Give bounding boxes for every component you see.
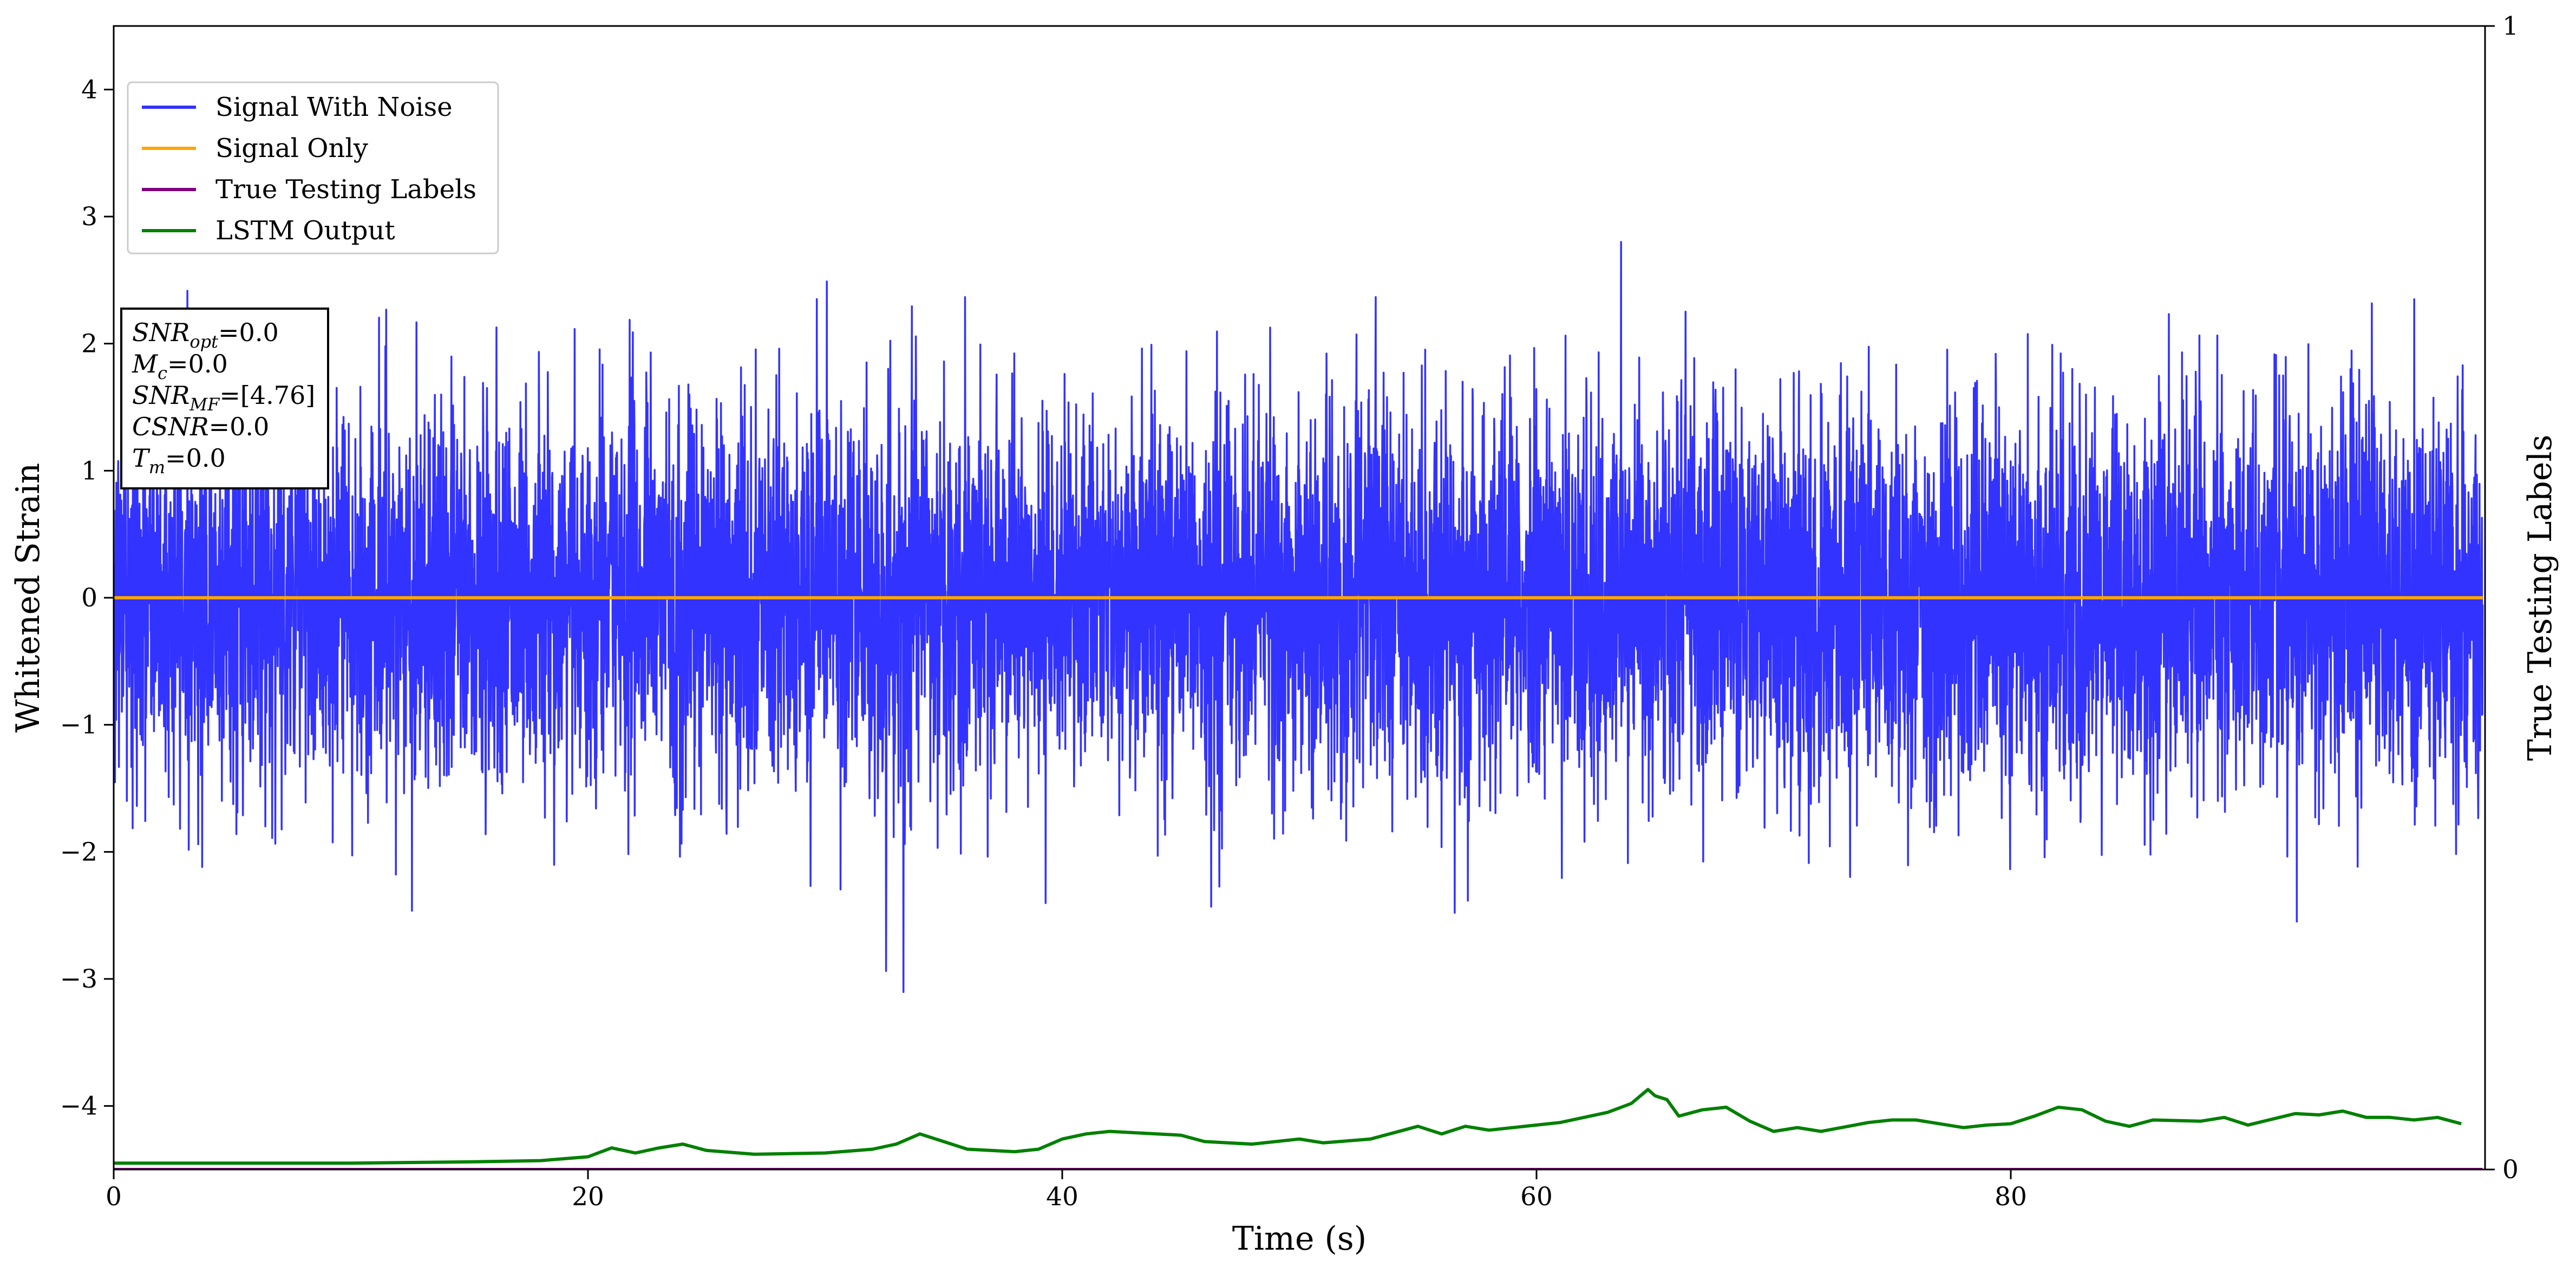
y-tick-label: 0	[81, 583, 97, 613]
right-y-tick-label: 1	[2502, 11, 2519, 41]
legend-box	[127, 81, 499, 254]
x-tick-label: 60	[1520, 1182, 1553, 1212]
info-value: =0.0	[218, 318, 279, 347]
x-tick-label: 40	[1046, 1182, 1078, 1212]
info-subscript: opt	[189, 331, 218, 352]
y-tick-label: 4	[81, 75, 97, 104]
y-axis-title: Whitened Strain	[9, 463, 47, 733]
y-tick-label: −3	[60, 964, 97, 994]
x-tick-label: 20	[572, 1182, 604, 1212]
y-tick-label: −2	[60, 837, 97, 867]
info-subscript: c	[158, 363, 167, 383]
noise-line	[114, 241, 2484, 993]
x-tick-label: 80	[1995, 1182, 2027, 1212]
x-axis-title: Time (s)	[1232, 1220, 1367, 1258]
series-signal-with-noise	[114, 241, 2484, 993]
legend-entry: LSTM Output	[215, 215, 395, 246]
info-value: =[4.76]	[219, 381, 315, 410]
legend-entry: True Testing Labels	[215, 174, 476, 205]
info-value: =0.0	[209, 412, 270, 441]
info-subscript: m	[149, 457, 165, 478]
info-box-line: Mc=0.0	[132, 349, 228, 383]
legend-entry: Signal Only	[215, 133, 368, 164]
info-box-line: SNRMF=[4.76]	[132, 381, 315, 415]
y-tick-label: −1	[60, 710, 97, 740]
legend-entry: Signal With Noise	[215, 92, 453, 122]
y-tick-label: 3	[81, 202, 97, 232]
info-value: =0.0	[167, 349, 228, 378]
info-symbol: SNR	[132, 318, 189, 347]
right-y-axis-title: True Testing Labels	[2521, 435, 2559, 761]
plot-area	[114, 241, 2484, 1170]
info-box-line: CSNR=0.0	[132, 412, 269, 441]
info-value: =0.0	[165, 443, 226, 473]
y-tick-label: 2	[81, 329, 97, 359]
info-box: SNRopt=0.0Mc=0.0SNRMF=[4.76]CSNR=0.0Tm=0…	[120, 308, 329, 489]
y-tick-label: −4	[60, 1092, 97, 1121]
x-tick-label: 0	[106, 1182, 122, 1212]
info-box-line: Tm=0.0	[132, 443, 226, 478]
info-subscript: MF	[189, 394, 220, 415]
info-symbol: SNR	[132, 381, 189, 410]
info-symbol: CSNR	[132, 412, 209, 441]
info-symbol: M	[132, 349, 159, 378]
info-box-frame	[120, 308, 329, 489]
y-tick-label: 1	[81, 456, 97, 486]
right-y-tick-label: 0	[2502, 1155, 2519, 1185]
legend: Signal With Noise Signal Only True Testing…	[127, 81, 499, 254]
series-lstm-output	[114, 1088, 2462, 1165]
info-box-line: SNRopt=0.0	[132, 318, 279, 352]
info-symbol: T	[132, 443, 151, 473]
